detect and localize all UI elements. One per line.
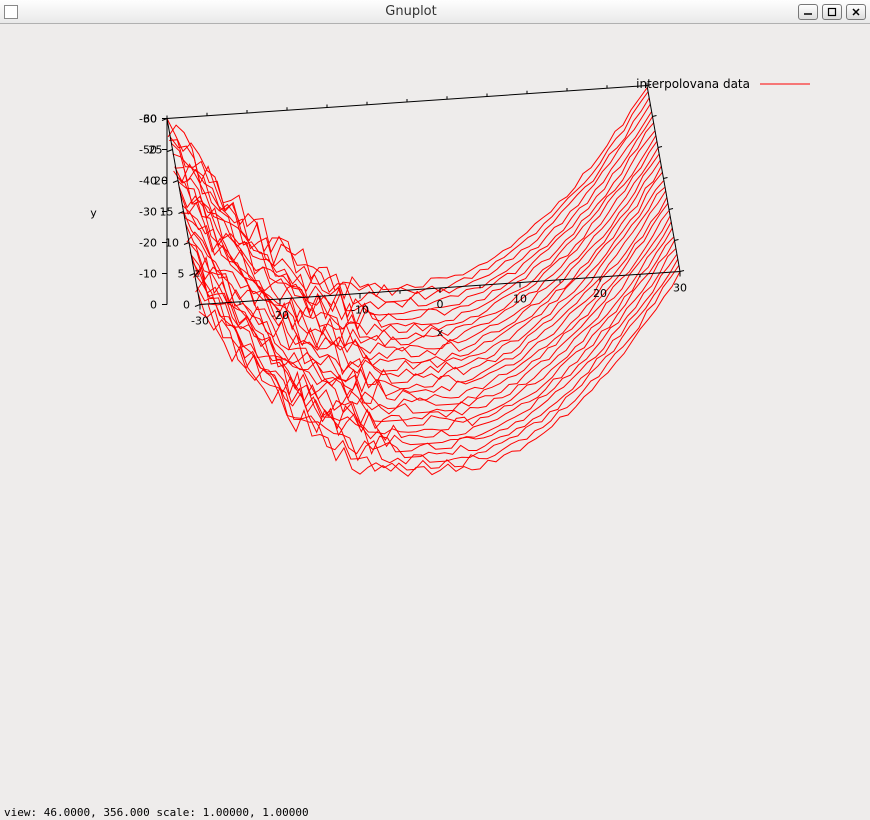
plot-canvas: -30-20-1001020300510152025300-10-20-30-4… — [0, 24, 870, 804]
close-button[interactable] — [846, 4, 866, 20]
window-title: Gnuplot — [24, 4, 798, 19]
x-tick-label: 0 — [437, 298, 444, 311]
titlebar[interactable]: Gnuplot — [0, 0, 870, 24]
minimize-button[interactable] — [798, 4, 818, 20]
base-box — [167, 86, 680, 305]
y-tick-label: 10 — [165, 237, 179, 250]
app-window: Gnuplot -30-20-1001020300510152025300-10… — [0, 0, 870, 820]
y-tick-label: 0 — [183, 299, 190, 312]
z-tick-label: -30 — [139, 206, 157, 219]
x-tick-label: 30 — [673, 282, 687, 295]
y-tick-right — [675, 240, 679, 241]
app-icon — [4, 5, 18, 19]
surface-line — [175, 131, 655, 335]
y-tick-right — [653, 116, 657, 117]
maximize-button[interactable] — [822, 4, 842, 20]
surface-group — [167, 88, 680, 476]
status-bar: view: 46.0000, 356.000 scale: 1.00000, 1… — [0, 804, 870, 820]
x-tick-label: -10 — [351, 304, 369, 317]
x-tick-label: 20 — [593, 287, 607, 300]
y-axis-label: y — [90, 207, 97, 220]
z-tick-label: -20 — [139, 237, 157, 250]
x-axis-label: x — [437, 326, 444, 339]
z-tick-label: -10 — [139, 268, 157, 281]
y-tick — [195, 305, 200, 307]
status-text: view: 46.0000, 356.000 scale: 1.00000, 1… — [4, 806, 309, 819]
y-tick — [184, 243, 189, 245]
z-tick-label: -50 — [139, 144, 157, 157]
legend-label: interpolovana data — [636, 77, 750, 91]
maximize-icon — [827, 7, 837, 17]
minimize-icon — [803, 7, 813, 17]
x-tick-label: -30 — [191, 315, 209, 328]
window-button-group — [798, 4, 866, 20]
plot-area[interactable]: -30-20-1001020300510152025300-10-20-30-4… — [0, 24, 870, 804]
y-tick-right — [664, 178, 668, 179]
close-icon — [851, 7, 861, 17]
surface-line — [174, 123, 654, 329]
y-tick-label: 5 — [178, 268, 185, 281]
z-axis-label: z — [194, 267, 200, 280]
z-tick-label: 0 — [150, 299, 157, 312]
surface-line — [195, 241, 675, 447]
surface-line — [192, 228, 672, 434]
z-tick-label: -40 — [139, 175, 157, 188]
y-tick — [168, 150, 173, 152]
y-tick-right — [658, 147, 662, 148]
y-tick-right — [669, 209, 673, 210]
y-tick-right — [680, 271, 684, 272]
x-tick-label: -20 — [271, 309, 289, 322]
z-tick-label: -60 — [139, 113, 157, 126]
y-tick — [173, 181, 178, 183]
x-tick-label: 10 — [513, 293, 527, 306]
